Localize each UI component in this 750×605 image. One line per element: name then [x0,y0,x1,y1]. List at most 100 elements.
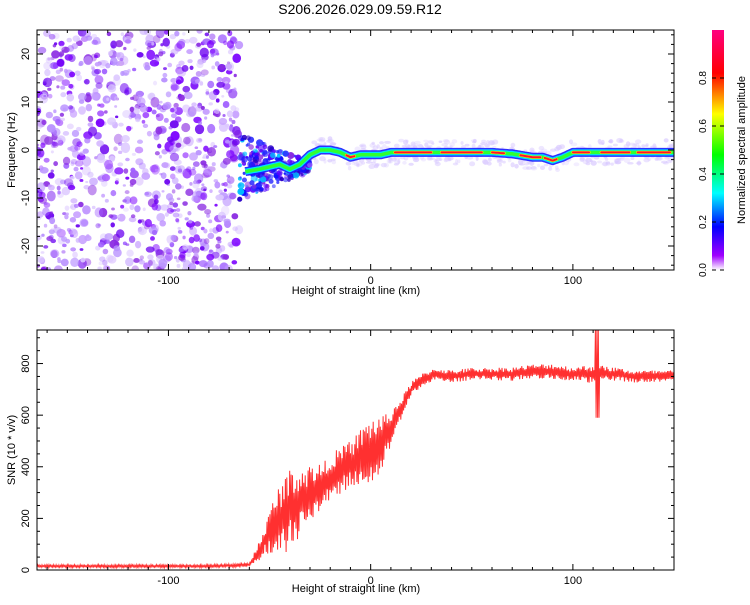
noise-speckle [49,249,60,258]
halo-speckle [434,161,441,167]
noise-speckle [225,230,229,234]
noise-speckle [155,114,160,118]
noise-speckle [163,117,169,123]
noise-speckle [98,261,103,266]
track-hot-red [519,154,542,159]
transition-speckle [255,189,260,193]
halo-speckle [398,138,405,143]
noise-speckle [175,79,182,85]
halo-speckle [636,160,642,166]
noise-speckle [85,180,89,184]
noise-speckle [50,142,56,148]
halo-speckle [447,156,454,161]
halo-speckle [408,162,414,166]
noise-speckle [120,204,125,209]
noise-speckle [191,102,197,107]
transition-speckle [287,152,295,160]
noise-speckle [193,251,199,257]
transition-speckle [241,134,247,140]
halo-speckle [498,162,502,167]
noise-speckle [37,46,47,54]
noise-speckle [199,47,209,58]
x-tick-label: 0 [368,575,374,587]
spectrogram-noise-speckle [37,30,674,270]
noise-speckle [123,35,133,45]
noise-speckle [62,156,71,166]
noise-speckle [113,74,121,82]
noise-speckle [113,146,118,152]
y-tick-label: 0 [20,567,32,573]
noise-speckle [135,177,144,186]
colorbar: 0.0 0.2 0.4 0.6 0.8 Normalized spectral ampl… [698,30,748,277]
noise-speckle [97,110,105,117]
noise-speckle [123,168,129,174]
noise-speckle [74,70,81,76]
noise-speckle [181,265,189,270]
noise-speckle [234,107,240,112]
noise-speckle [51,50,60,59]
noise-speckle [219,163,224,168]
noise-speckle [59,179,67,185]
noise-speckle [69,205,73,209]
transition-speckle [258,180,262,184]
noise-speckle [198,260,208,268]
noise-speckle [94,68,102,75]
noise-speckle [56,85,60,89]
halo-speckle [597,139,602,144]
noise-speckle [218,189,223,194]
noise-speckle [144,191,150,196]
noise-speckle [182,244,189,250]
transition-speckle [237,188,245,196]
noise-speckle [123,46,127,51]
noise-speckle [206,40,215,49]
halo-speckle [430,157,435,160]
noise-speckle [145,34,155,44]
transition-speckle [242,151,248,157]
noise-speckle [114,167,124,175]
noise-speckle [60,258,69,267]
noise-speckle [169,166,176,171]
snr-panel: -100 0 100 0 200 400 600 800 Height of straight… [6,329,675,595]
halo-speckle [451,139,458,144]
noise-speckle [111,207,115,211]
noise-speckle [194,260,200,265]
noise-speckle [66,123,74,130]
noise-speckle [48,229,55,235]
noise-speckle [233,87,237,92]
transition-speckle [242,171,246,175]
noise-speckle [173,256,178,260]
noise-speckle [131,152,137,156]
noise-speckle [51,227,55,231]
noise-speckle [196,42,202,47]
noise-speckle [57,139,64,146]
noise-speckle [107,50,113,57]
noise-speckle [125,257,134,267]
noise-speckle [194,221,201,227]
noise-speckle [58,40,65,47]
noise-speckle [82,205,91,215]
halo-speckle [330,158,336,162]
noise-speckle [40,266,47,270]
noise-speckle [94,62,101,67]
halo-speckle [497,159,503,162]
noise-speckle [209,189,213,193]
noise-speckle [102,265,107,270]
noise-speckle [46,190,56,202]
noise-speckle [60,117,66,122]
halo-speckle [307,162,313,168]
halo-speckle [568,139,574,145]
transition-speckle [287,178,291,182]
noise-speckle [96,154,106,164]
noise-speckle [143,30,152,36]
noise-speckle [221,94,225,98]
noise-speckle [170,234,177,241]
noise-speckle [62,243,67,248]
noise-speckle [137,219,142,224]
halo-speckle [436,156,442,159]
noise-speckle [113,245,121,252]
snr-y-label: SNR (10 * v/v) [6,415,18,485]
noise-speckle [155,30,165,39]
halo-speckle [496,158,502,162]
noise-speckle [80,257,86,263]
